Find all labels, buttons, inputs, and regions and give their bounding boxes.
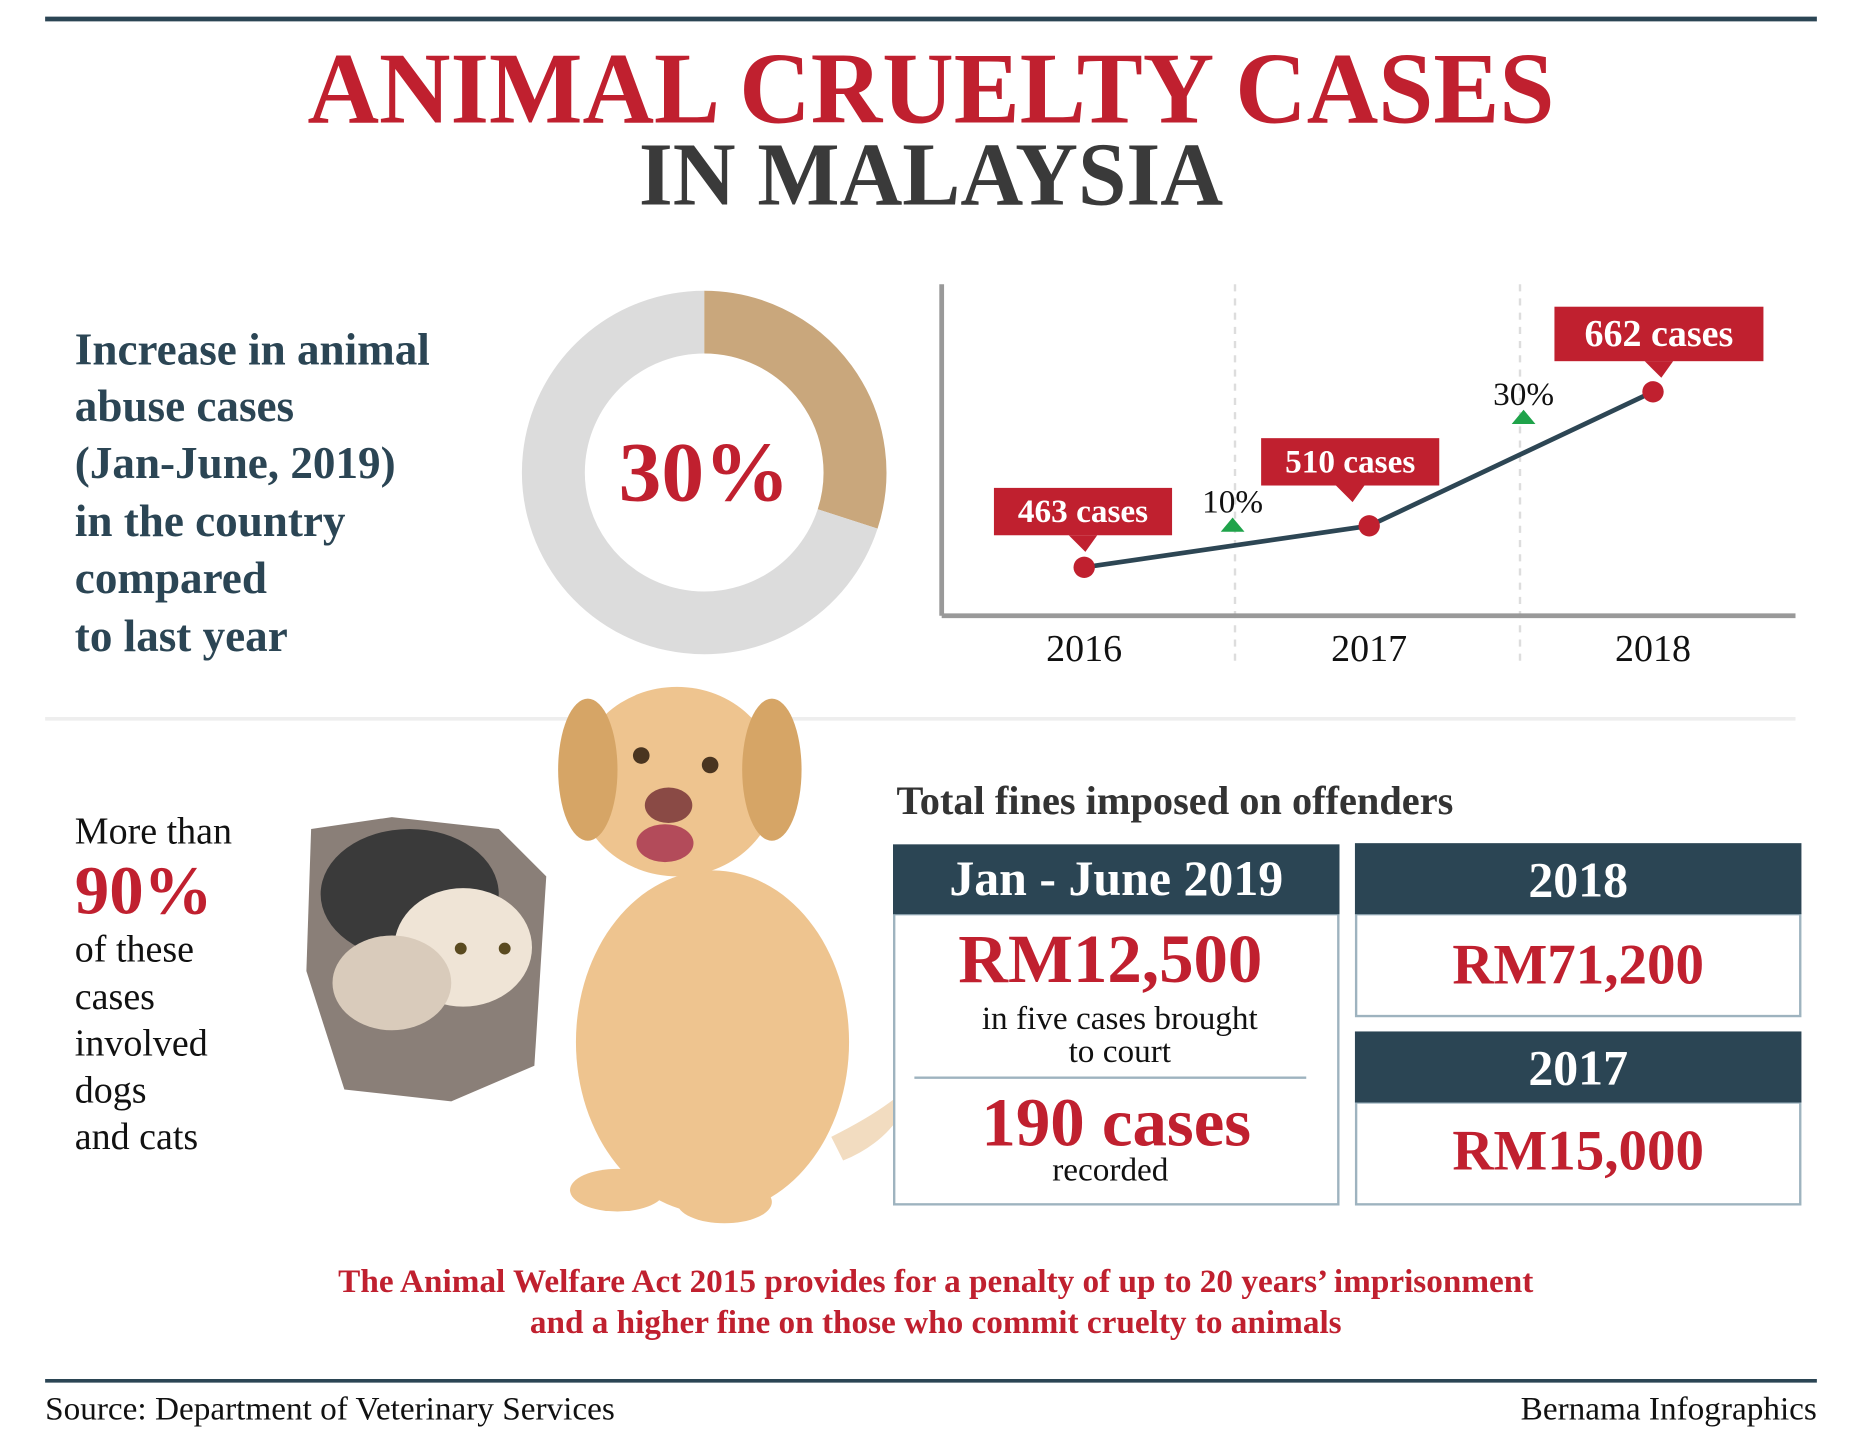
note: to court xyxy=(1069,1033,1172,1070)
x-tick-label: 2018 xyxy=(1615,628,1691,670)
label-pointer xyxy=(1644,361,1674,378)
marker xyxy=(1073,556,1095,578)
cases: 190 cases xyxy=(981,1085,1251,1161)
label-box xyxy=(993,487,1173,536)
fine-box: Jan - June 2019 RM12,500 in five cases b… xyxy=(893,844,1340,1206)
text-line: to last year xyxy=(75,611,288,661)
amount: RM15,000 xyxy=(1452,1120,1704,1183)
value-label: 463 cases xyxy=(1018,493,1148,530)
up-arrow xyxy=(1511,409,1536,424)
text-line: Increase in animal xyxy=(75,324,430,374)
title: ANIMAL CRUELTY CASES xyxy=(308,32,1555,145)
change-label: 30% xyxy=(1493,376,1554,413)
source: Source: Department of Veterinary Service… xyxy=(45,1391,615,1428)
period: 2018 xyxy=(1528,852,1628,907)
marker xyxy=(1642,381,1664,403)
amount: RM71,200 xyxy=(1452,934,1704,997)
label-box xyxy=(1261,438,1440,486)
text-line: abuse cases xyxy=(75,381,294,431)
label-box xyxy=(1554,306,1764,362)
text-line: in the country xyxy=(75,496,346,546)
period: Jan - June 2019 xyxy=(949,851,1283,906)
donut-chart: 30% xyxy=(521,290,887,655)
line-chart: 2016 2017 2018 463 cases 510 cases 662 cases 1… xyxy=(939,284,1796,670)
label-pointer xyxy=(1335,485,1365,503)
fine-box: 2018 RM71,200 xyxy=(1354,843,1802,1018)
text-line: More than xyxy=(75,810,232,852)
credit: Bernama Infographics xyxy=(1521,1391,1817,1428)
text-line: dogs xyxy=(75,1070,147,1112)
label-pointer xyxy=(1068,535,1098,552)
donut-segment xyxy=(703,290,887,529)
donut-center-label: 30% xyxy=(619,426,790,520)
subtitle: IN MALAYSIA xyxy=(639,126,1223,225)
fine-box: 2017 RM15,000 xyxy=(1354,1031,1802,1206)
value-label: 510 cases xyxy=(1285,443,1415,480)
fines-title: Total fines imposed on offenders xyxy=(897,778,1454,823)
share-value: 90% xyxy=(75,853,213,929)
text-line: involved xyxy=(75,1022,208,1064)
cases-note: recorded xyxy=(1052,1152,1169,1189)
dog-illustration xyxy=(558,686,921,1224)
text-line: of these xyxy=(75,929,194,971)
share-text: More than 90% of these cases involved do… xyxy=(75,810,232,1157)
donut-segment xyxy=(521,290,878,655)
text-line: and cats xyxy=(75,1116,198,1158)
cat-illustration xyxy=(306,817,547,1102)
amount: RM12,500 xyxy=(958,921,1262,997)
text-line: compared xyxy=(75,553,267,603)
change-label: 10% xyxy=(1202,484,1263,521)
footnote: The Animal Welfare Act 2015 provides for… xyxy=(338,1263,1533,1300)
note: in five cases brought xyxy=(982,1000,1259,1037)
text-line: cases xyxy=(75,976,155,1018)
increase-text: Increase in animal abuse cases (Jan-June… xyxy=(75,324,430,661)
value-label: 662 cases xyxy=(1585,313,1734,355)
footnote: and a higher fine on those who commit cr… xyxy=(530,1304,1342,1341)
period: 2017 xyxy=(1528,1041,1628,1096)
x-tick-label: 2017 xyxy=(1331,628,1407,670)
up-arrow xyxy=(1220,517,1245,532)
x-tick-label: 2016 xyxy=(1046,628,1122,670)
text-line: (Jan-June, 2019) xyxy=(75,438,396,488)
marker xyxy=(1358,515,1380,537)
